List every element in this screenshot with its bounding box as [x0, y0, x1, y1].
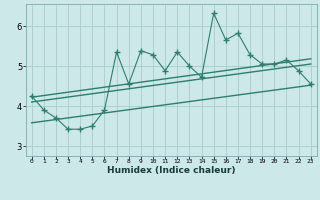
X-axis label: Humidex (Indice chaleur): Humidex (Indice chaleur) — [107, 166, 236, 175]
